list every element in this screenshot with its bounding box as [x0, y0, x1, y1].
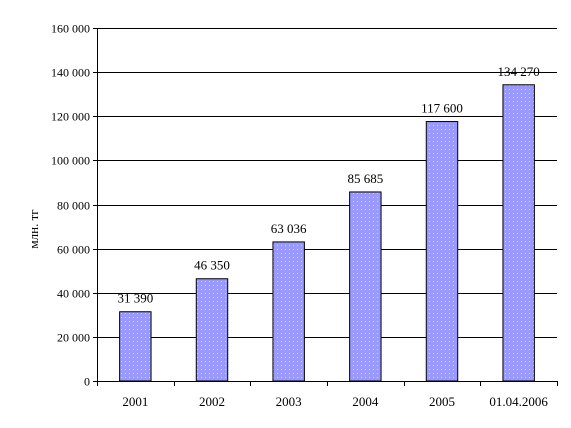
x-tick-label: 2005: [429, 394, 455, 409]
x-tick-label: 2003: [276, 394, 302, 409]
x-tick-label: 2001: [122, 394, 148, 409]
y-tick-label: 0: [84, 375, 90, 389]
y-tick-label: 140 000: [51, 66, 90, 80]
x-axis-ticks: 2001 2002 2003 2004 2005 01.04.2006: [97, 381, 558, 409]
y-tick-label: 100 000: [51, 154, 90, 168]
gridlines: [97, 28, 557, 338]
y-axis-label: млн. тг: [26, 209, 41, 248]
bar: [349, 191, 382, 382]
data-label: 31 390: [117, 291, 153, 306]
data-labels: 31 390 46 350 63 036 85 685 117 600 134 270: [117, 64, 539, 306]
y-tick-label: 60 000: [57, 243, 90, 257]
data-label: 85 685: [347, 171, 383, 186]
y-tick-label: 20 000: [57, 331, 90, 345]
x-tick-label: 2004: [352, 394, 379, 409]
bar: [425, 121, 459, 382]
y-tick-label: 80 000: [57, 199, 90, 213]
data-label: 46 350: [194, 258, 230, 273]
bar: [119, 311, 152, 382]
x-tick-label: 01.04.2006: [489, 394, 548, 409]
y-axis-ticks: 0 20 000 40 000 60 000 80 000 100 000 120 000 1…: [51, 22, 97, 389]
y-tick-label: 40 000: [57, 287, 90, 301]
y-tick-label: 120 000: [51, 110, 90, 124]
data-label: 117 600: [421, 101, 463, 116]
bar: [272, 241, 305, 382]
bar: [195, 278, 229, 382]
bar: [502, 84, 535, 382]
data-label: 63 036: [271, 221, 307, 236]
data-label: 134 270: [498, 64, 540, 79]
bars: [119, 84, 535, 382]
x-tick-label: 2002: [199, 394, 225, 409]
y-tick-label: 160 000: [51, 22, 90, 36]
